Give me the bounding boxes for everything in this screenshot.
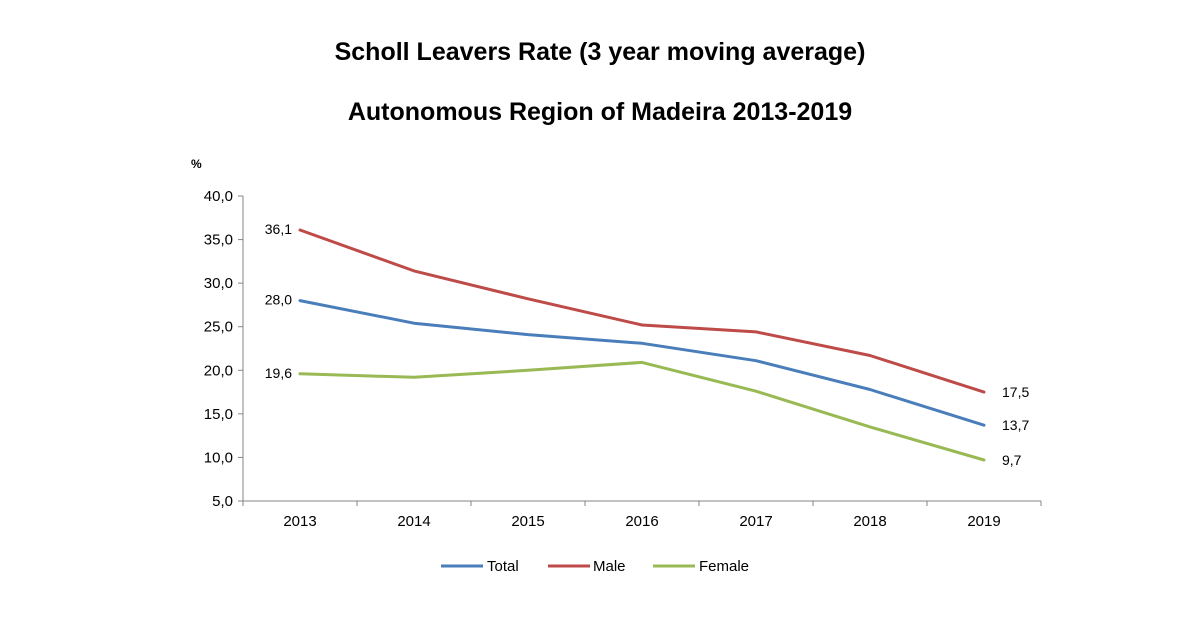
data-labels: 28,0 13,7 36,1 17,5 19,6 9,7 bbox=[265, 221, 1030, 468]
series-line-female bbox=[298, 360, 986, 462]
x-tick-label: 2013 bbox=[283, 513, 316, 530]
y-tick-label: 20,0 bbox=[204, 362, 233, 379]
x-tick-label: 2019 bbox=[967, 513, 1000, 530]
x-tick-label: 2014 bbox=[397, 513, 430, 530]
chart-subtitle: Autonomous Region of Madeira 2013-2019 bbox=[347, 98, 853, 126]
x-tick-label: 2017 bbox=[739, 513, 772, 530]
chart-title: Scholl Leavers Rate (3 year moving avera… bbox=[334, 38, 866, 66]
y-tick-label: 30,0 bbox=[204, 275, 233, 292]
data-label-total: 13,7 bbox=[1002, 417, 1029, 433]
x-tick-label: 2015 bbox=[511, 513, 544, 530]
data-label-female: 19,6 bbox=[265, 365, 292, 381]
series-line-male bbox=[298, 228, 986, 394]
data-label-female: 9,7 bbox=[1002, 452, 1022, 468]
data-label-total: 28,0 bbox=[265, 292, 292, 308]
legend-label-total: Total bbox=[487, 558, 519, 575]
legend-label-male: Male bbox=[593, 558, 626, 575]
axes: 5,0 10,0 15,0 20,0 25,0 30,0 35,0 40,0 2013 2014 2… bbox=[204, 188, 1042, 530]
y-tick-label: 35,0 bbox=[204, 232, 233, 249]
y-tick-label: 10,0 bbox=[204, 449, 233, 466]
legend-label-female: Female bbox=[699, 558, 749, 575]
y-tick-label: 5,0 bbox=[212, 493, 233, 510]
y-tick-label: 25,0 bbox=[204, 319, 233, 336]
x-tick-label: 2016 bbox=[625, 513, 658, 530]
x-tick-label: 2018 bbox=[853, 513, 886, 530]
data-label-male: 36,1 bbox=[265, 221, 292, 237]
y-tick-label: 40,0 bbox=[204, 188, 233, 205]
y-axis-unit-label: % bbox=[191, 157, 202, 171]
series-lines bbox=[298, 228, 986, 462]
series-line-total bbox=[298, 299, 986, 427]
data-label-male: 17,5 bbox=[1002, 384, 1029, 400]
y-tick-label: 15,0 bbox=[204, 406, 233, 423]
legend: Total Male Female bbox=[441, 558, 749, 575]
